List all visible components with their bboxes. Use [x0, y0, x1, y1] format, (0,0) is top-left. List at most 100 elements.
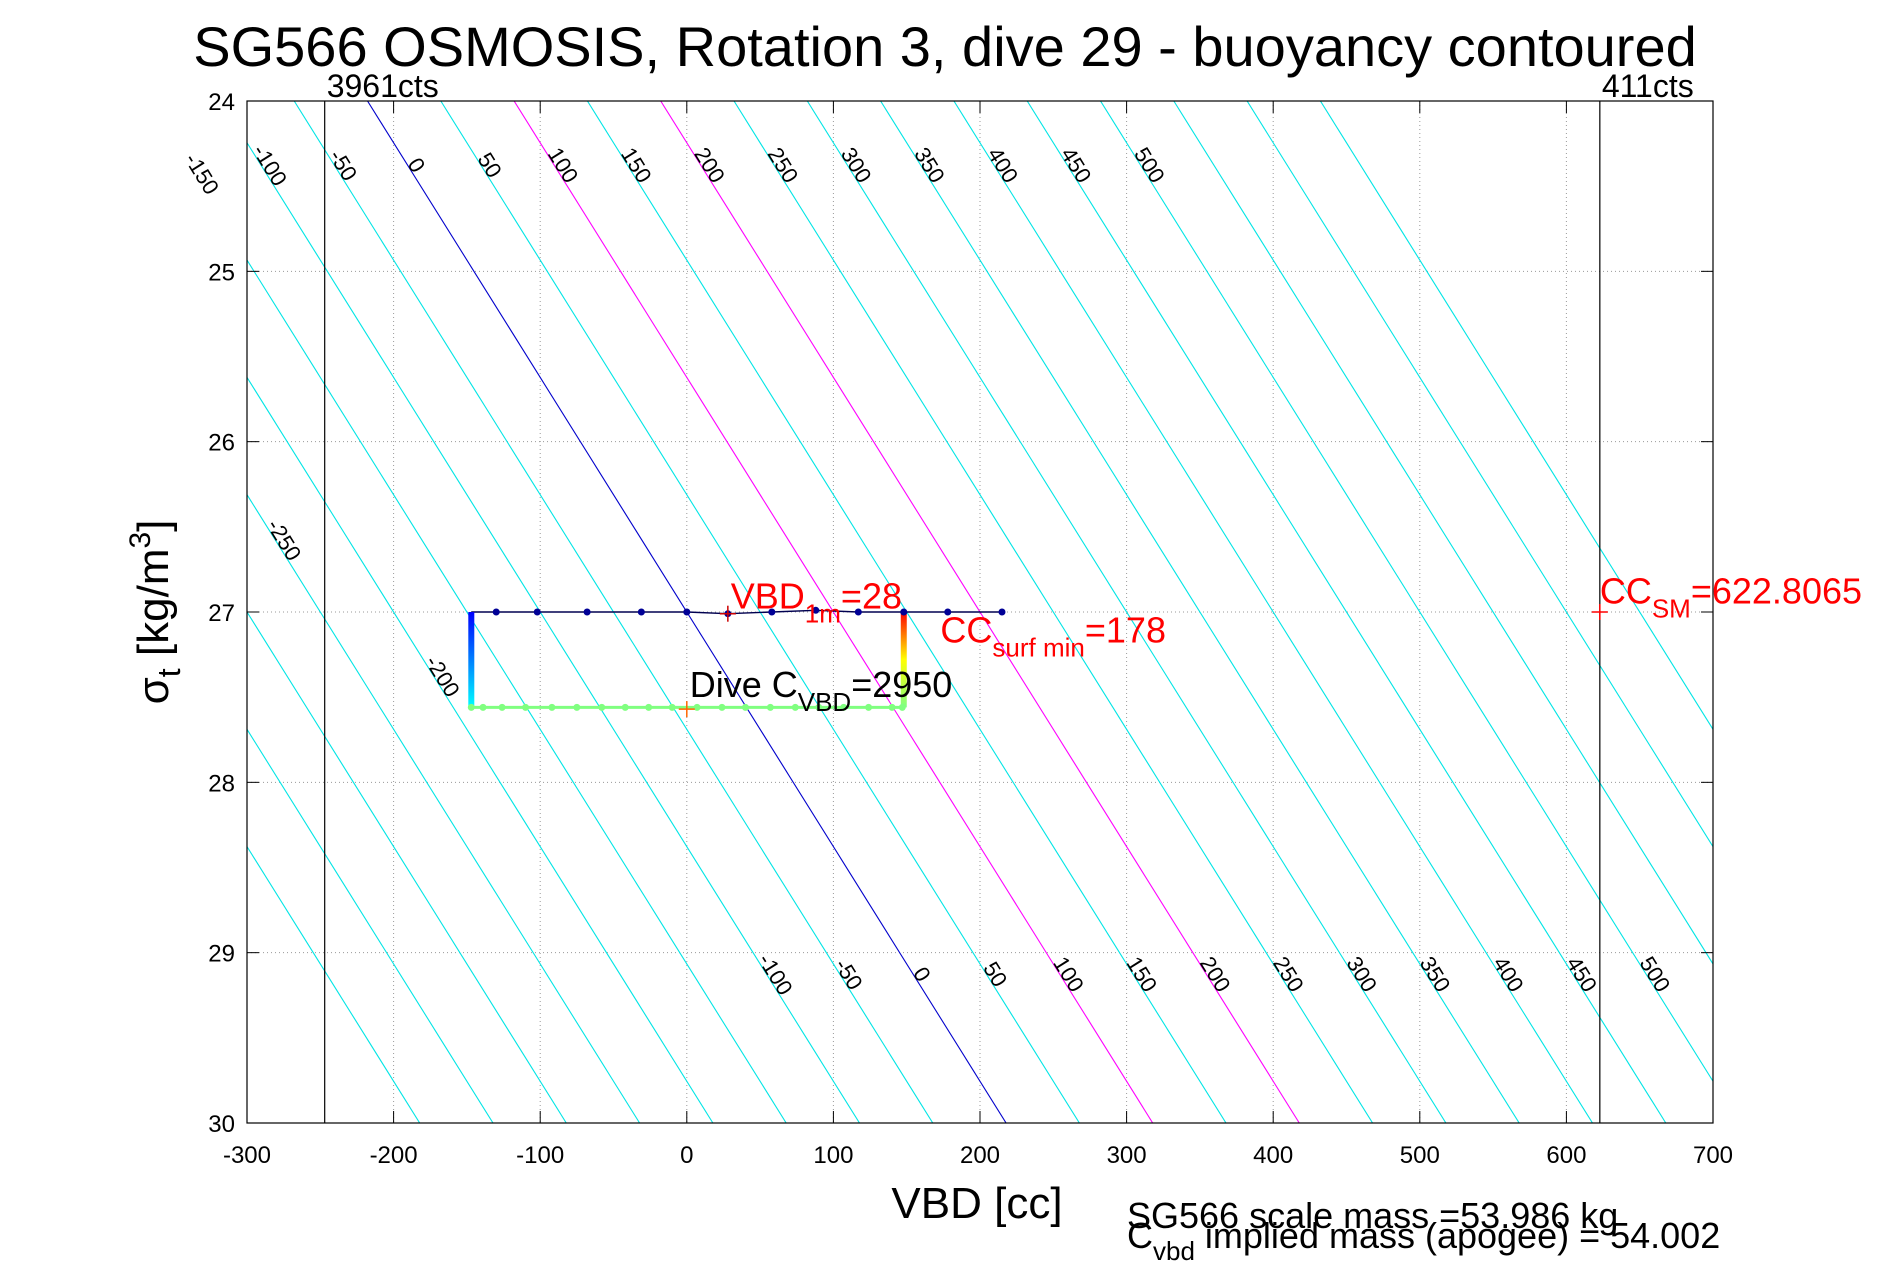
dive-top-point [768, 608, 776, 616]
annotation-cc-sm-main: CC [1600, 570, 1652, 611]
dive-left-leg-fill [468, 612, 475, 708]
dive-top-point [492, 608, 500, 616]
buoyancy-contour-line [953, 101, 1593, 1123]
annotation-vbd-1m-sub: 1m [805, 599, 841, 629]
x-tick-label: 100 [813, 1142, 853, 1169]
x-axis-label: VBD [cc] [891, 1179, 1062, 1228]
buoyancy-contour-line [1319, 101, 1713, 731]
x-tick-label: 600 [1546, 1142, 1586, 1169]
buoyancy-contour-line [1026, 101, 1667, 1123]
dive-bottom-point [791, 703, 799, 711]
buoyancy-contour-line [733, 101, 1374, 1123]
dive-bottom-point [573, 703, 581, 711]
annotation-dive-cvbd: Dive CVBD=2950 [690, 664, 953, 717]
annotation-cc-surf-min: CCsurf min=178 [940, 610, 1166, 663]
dive-top-point [854, 608, 862, 616]
x-tick-label: 400 [1253, 1142, 1293, 1169]
chart-title: SG566 OSMOSIS, Rotation 3, dive 29 - buo… [193, 15, 1697, 78]
axis-ticks: -300 -200 -100 0 100 200 300 400 500 600 700 24 25 26… [208, 89, 1733, 1169]
buoyancy-contour-line [247, 610, 567, 1123]
footer-implied-mass-sub: vbd [1153, 1236, 1195, 1262]
y-axis-label-unit-sup: 3 [124, 532, 157, 549]
annotation-dive-cvbd-sub: VBD [798, 687, 851, 717]
dive-bottom-point [645, 703, 653, 711]
annotation-vbd-1m-value: =28 [841, 576, 902, 617]
y-axis-label: σt [kg/m3] [124, 520, 187, 705]
count-limit-label: 3961cts [327, 68, 439, 104]
buoyancy-contour-line [880, 101, 1520, 1123]
annotation-vbd-1m-main: VBD [731, 576, 805, 617]
dive-bottom-point [815, 703, 823, 711]
y-tick-label: 27 [208, 600, 235, 627]
annotation-cc-surf-min-value: =178 [1085, 610, 1166, 651]
footer-implied-mass-rest: implied mass (apogee) = 54.002 [1195, 1215, 1720, 1256]
footer-implied-mass-main: C [1127, 1215, 1153, 1256]
dive-top-point [998, 608, 1006, 616]
footer-implied-mass: Cvbd implied mass (apogee) = 54.002 [1127, 1215, 1720, 1262]
dive-bottom-point [479, 703, 487, 711]
buoyancy-contour-line [513, 101, 1154, 1123]
buoyancy-contour-line [1100, 101, 1713, 1083]
y-axis-label-main: σ [129, 677, 178, 704]
annotation-cc-surf-min-sub: surf min [992, 633, 1084, 663]
dive-top-point [533, 608, 541, 616]
footer-scale-mass: SG566 scale mass =53.986 kg [1127, 1195, 1618, 1236]
contour-label: -150 [180, 148, 225, 199]
y-axis-label-sub: t [151, 668, 187, 677]
y-tick-label: 29 [208, 941, 235, 968]
buoyancy-contour-line [1246, 101, 1713, 848]
dive-top-point [812, 606, 820, 614]
dive-bottom-point [548, 703, 556, 711]
dive-bottom-point [865, 703, 873, 711]
dive-bottom-point [522, 703, 530, 711]
y-tick-label: 24 [208, 89, 235, 116]
y-tick-label: 28 [208, 770, 235, 797]
buoyancy-contour-line [247, 376, 714, 1123]
dive-bottom-point [898, 703, 906, 711]
annotation-cc-sm-sub: SM [1652, 593, 1691, 623]
x-tick-label: 0 [680, 1142, 693, 1169]
dive-bottom-point [718, 703, 726, 711]
y-axis-label-unit-close: ] [129, 520, 178, 532]
dive-bottom-point [498, 703, 506, 711]
dive-top-point [683, 608, 691, 616]
buoyancy-contour-line [247, 728, 494, 1123]
buoyancy-contour-line [247, 845, 421, 1123]
dive-bottom-point [693, 703, 701, 711]
contour-label: -300 [0, 148, 4, 199]
annotation-dive-cvbd-main: Dive C [690, 664, 798, 705]
x-tick-label: 700 [1693, 1142, 1733, 1169]
dive-bottom-point [766, 703, 774, 711]
annotation-cc-surf-min-main: CC [940, 610, 992, 651]
dive-right-leg [900, 612, 907, 708]
markers [678, 604, 1608, 718]
dive-top-point [583, 608, 591, 616]
dive-bottom-point [888, 703, 896, 711]
x-tick-label: -200 [370, 1142, 418, 1169]
y-tick-label: 26 [208, 430, 235, 457]
dive-top-point [900, 608, 908, 616]
dive-bottom-point [467, 703, 475, 711]
dive-bottom-point [840, 703, 848, 711]
dive-bottom-point [668, 703, 676, 711]
annotation-vbd-1m: VBD1m=28 [731, 576, 902, 629]
x-tick-label: -100 [516, 1142, 564, 1169]
dive-bottom-point [598, 703, 606, 711]
annotation-dive-cvbd-value: =2950 [851, 664, 952, 705]
x-tick-label: 300 [1107, 1142, 1147, 1169]
x-tick-label: 200 [960, 1142, 1000, 1169]
buoyancy-contours [247, 101, 1713, 1123]
annotation-cc-sm-value: =622.8065 [1691, 570, 1862, 611]
buoyancy-contour-line [247, 493, 641, 1123]
y-tick-label: 25 [208, 259, 235, 286]
x-tick-label: -300 [223, 1142, 271, 1169]
dive-top-point [944, 608, 952, 616]
x-tick-label: 500 [1400, 1142, 1440, 1169]
dive-top-point [637, 608, 645, 616]
annotation-cc-sm: CCSM=622.8065 [1600, 570, 1862, 623]
count-limit-label: 411cts [1602, 68, 1694, 104]
y-tick-label: 30 [208, 1111, 235, 1138]
